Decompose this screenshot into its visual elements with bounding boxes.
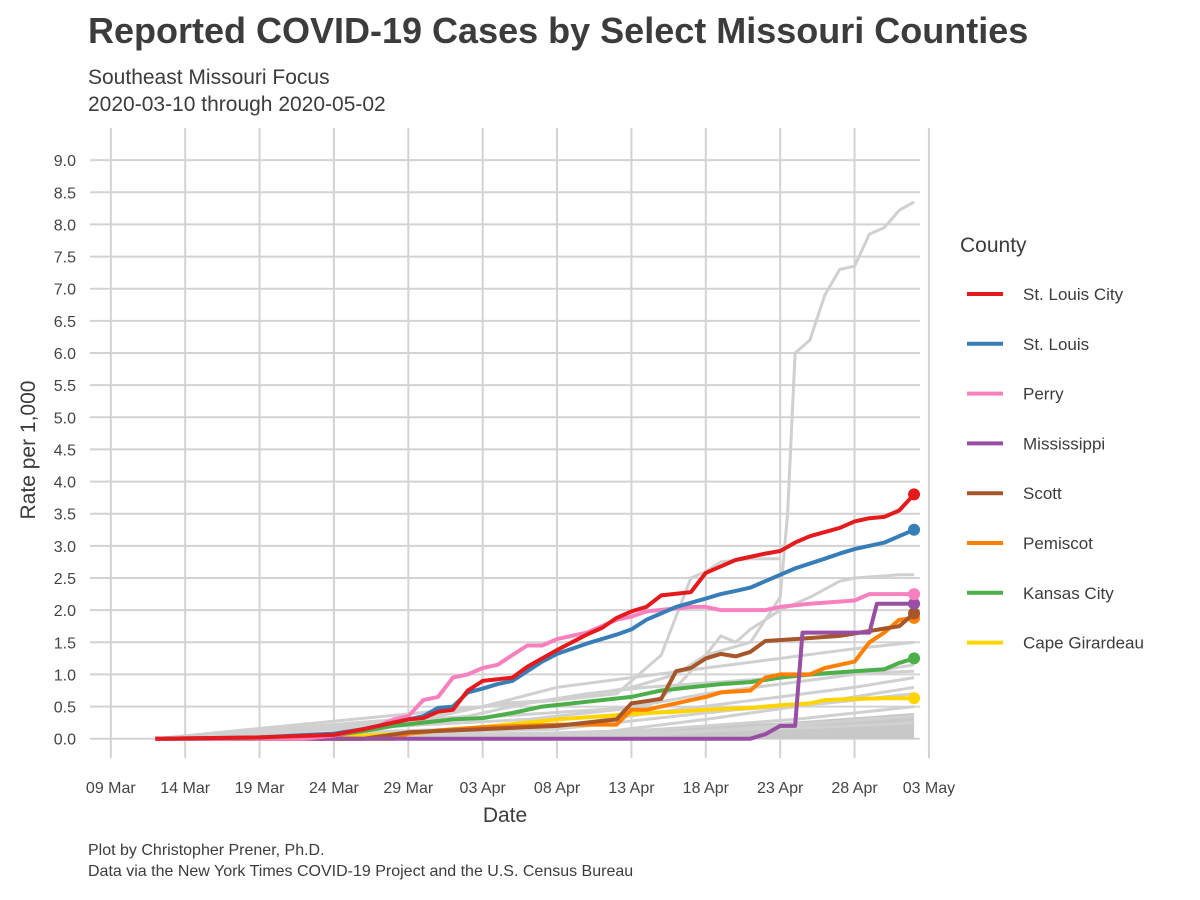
legend-item-label: St. Louis — [1023, 335, 1089, 354]
y-tick-label: 8.5 — [54, 185, 76, 202]
y-tick-label: 1.0 — [54, 667, 76, 684]
y-tick-label: 6.5 — [54, 314, 76, 331]
series-endpoint — [908, 588, 921, 601]
series-line-perry — [155, 592, 915, 741]
x-tick-label: 09 Mar — [86, 780, 136, 797]
series-line-mississippi — [155, 601, 915, 741]
legend-item-label: Pemiscot — [1023, 534, 1093, 553]
y-tick-label: 6.0 — [54, 346, 76, 363]
series-endpoint — [908, 607, 921, 620]
caption-author: Plot by Christopher Prener, Ph.D. — [88, 842, 325, 859]
chart-caption: Plot by Christopher Prener, Ph.D. Data v… — [88, 840, 633, 882]
y-tick-label: 7.0 — [54, 282, 76, 299]
legend-title: County — [960, 234, 1027, 257]
legend-item-label: Perry — [1023, 385, 1064, 404]
chart-subtitle: Southeast Missouri Focus 2020-03-10 thro… — [88, 64, 386, 118]
background-county-line — [155, 721, 915, 741]
y-tick-label: 3.0 — [54, 539, 76, 556]
x-axis-ticks: 09 Mar 14 Mar 19 Mar 24 Mar 29 Mar 03 Apr 08 A… — [86, 780, 955, 797]
y-tick-label: 7.5 — [54, 250, 76, 267]
grid-lines — [90, 128, 930, 758]
series-endpoint — [908, 597, 921, 610]
x-tick-label: 24 Mar — [309, 780, 359, 797]
series-endpoint — [908, 652, 921, 665]
legend-item-label: Mississippi — [1023, 434, 1105, 453]
x-tick-label: 03 Apr — [460, 780, 507, 797]
y-tick-label: 2.0 — [54, 603, 76, 620]
y-axis-title: Rate per 1,000 — [17, 381, 40, 520]
series-line-st-louis-city — [155, 493, 916, 741]
background-county-line — [155, 640, 915, 741]
x-tick-label: 18 Apr — [683, 780, 730, 797]
x-tick-label: 14 Mar — [160, 780, 210, 797]
y-tick-label: 5.5 — [54, 378, 76, 395]
series-endpoint — [908, 692, 921, 705]
y-tick-label: 8.0 — [54, 217, 76, 234]
y-tick-label: 5.0 — [54, 410, 76, 427]
x-tick-label: 28 Apr — [831, 780, 878, 797]
highlighted-county-lines — [155, 488, 921, 741]
x-tick-label: 29 Mar — [383, 780, 433, 797]
series-endpoint — [908, 523, 921, 536]
series-endpoint — [908, 488, 921, 501]
y-tick-label: 1.5 — [54, 635, 76, 652]
y-tick-label: 9.0 — [54, 153, 76, 170]
y-tick-label: 0.0 — [54, 732, 76, 749]
line-chart: 0.0 0.5 1.0 1.5 2.0 2.5 3.0 3.5 4.0 4.5 5.0 5.5 6.0 6… — [17, 128, 1144, 827]
legend-item-label: Scott — [1023, 484, 1062, 503]
background-county-line — [155, 705, 915, 741]
x-axis-title: Date — [483, 804, 527, 827]
legend-item-label: Kansas City — [1023, 584, 1114, 603]
x-tick-label: 03 May — [903, 780, 955, 797]
x-tick-label: 19 Mar — [235, 780, 285, 797]
legend: County St. Louis City St. Louis Perry Missi… — [960, 234, 1144, 653]
legend-item-label: Cape Girardeau — [1023, 634, 1144, 653]
y-axis-ticks: 0.0 0.5 1.0 1.5 2.0 2.5 3.0 3.5 4.0 4.5 5.0 5.5 6.0 6… — [54, 153, 76, 749]
y-tick-label: 4.0 — [54, 475, 76, 492]
x-tick-label: 08 Apr — [534, 780, 581, 797]
y-tick-label: 2.5 — [54, 571, 76, 588]
x-tick-label: 23 Apr — [757, 780, 804, 797]
legend-item-label: St. Louis City — [1023, 285, 1124, 304]
series-line-kansas-city — [155, 656, 915, 741]
y-tick-label: 0.5 — [54, 700, 76, 717]
series-line-scott — [155, 611, 916, 741]
y-tick-label: 4.5 — [54, 442, 76, 459]
y-tick-label: 3.5 — [54, 507, 76, 524]
subtitle-focus: Southeast Missouri Focus — [88, 66, 330, 89]
caption-source: Data via the New York Times COVID-19 Pro… — [88, 863, 634, 880]
subtitle-date-range: 2020-03-10 through 2020-05-02 — [88, 93, 386, 116]
x-tick-label: 13 Apr — [608, 780, 655, 797]
chart-title: Reported COVID-19 Cases by Select Missou… — [88, 10, 1029, 51]
